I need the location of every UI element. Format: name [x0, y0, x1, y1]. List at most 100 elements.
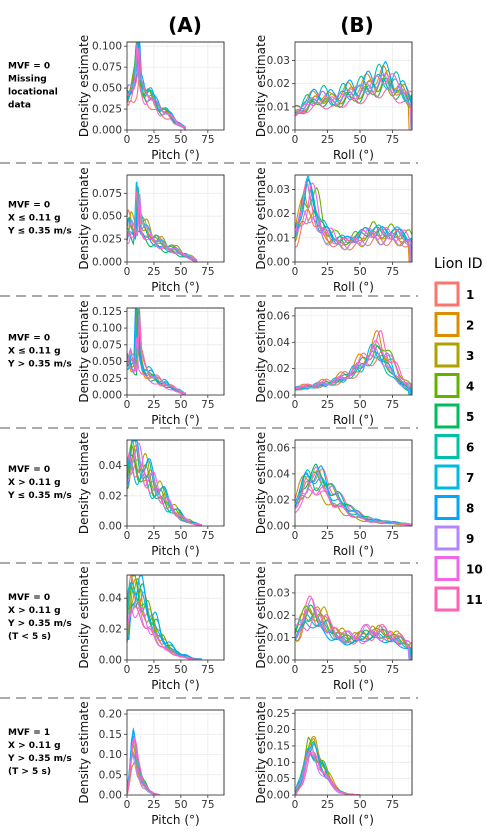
- row-label-line: X > 0.11 g: [8, 741, 61, 751]
- panel-border: [294, 439, 413, 527]
- y-tick-label: 0.01: [267, 232, 290, 244]
- y-tick-label: 0.050: [92, 356, 122, 368]
- x-tick-label: 50: [174, 664, 187, 676]
- y-axis-title: Density estimate: [77, 35, 91, 137]
- x-tick-label: 25: [321, 799, 334, 811]
- y-tick-label: 0.075: [92, 62, 122, 74]
- x-tick-label: 0: [292, 266, 299, 278]
- x-axis-title: Pitch (°): [151, 544, 199, 558]
- panel-a1: 0 25 50 75 0.000 0.025 0.050 0.075 0.100 Pitch (°…: [77, 35, 225, 162]
- x-tick-label: 50: [353, 399, 366, 411]
- legend-label: 9: [466, 532, 474, 546]
- legend-key-lion-7: [434, 464, 460, 490]
- density-curve-lion-4: [294, 187, 413, 246]
- row-label-line: X > 0.11 g: [8, 478, 61, 488]
- y-tick-label: 0.100: [92, 41, 122, 53]
- panel-border: [294, 41, 413, 131]
- x-tick-label: 25: [147, 530, 160, 542]
- x-tick-label: 0: [124, 134, 131, 146]
- y-axis-title: Density estimate: [254, 300, 268, 402]
- y-tick-label: 0.06: [267, 442, 291, 454]
- x-tick-label: 75: [386, 530, 399, 542]
- x-tick-label: 75: [201, 530, 214, 542]
- panel-border: [294, 709, 413, 796]
- x-tick-label: 75: [386, 399, 399, 411]
- density-curve-lion-8: [294, 465, 413, 525]
- x-tick-label: 50: [174, 134, 187, 146]
- y-tick-label: 0.02: [267, 208, 290, 220]
- x-tick-label: 50: [174, 799, 187, 811]
- panel-a2: 0 25 50 75 0.000 0.025 0.050 0.075 Pitch (°) Dens…: [77, 167, 225, 294]
- y-tick-label: 0.15: [99, 729, 122, 741]
- y-tick-label: 0.050: [92, 83, 122, 95]
- y-tick-label: 0.04: [267, 468, 291, 480]
- row-label-line: Y > 0.35 m/s: [7, 360, 72, 370]
- x-tick-label: 0: [124, 266, 131, 278]
- y-tick-label: 0.05: [267, 773, 290, 785]
- density-curve-lion-10: [126, 337, 186, 396]
- density-curve-lion-11: [126, 606, 202, 661]
- legend-label: 11: [466, 593, 483, 607]
- row-label-line: MVF = 0: [8, 593, 50, 603]
- y-tick-label: 0.02: [99, 624, 122, 636]
- x-tick-label: 0: [292, 134, 299, 146]
- row-label-line: (T > 5 s): [8, 767, 51, 777]
- y-tick-label: 0.00: [99, 521, 122, 533]
- density-curve-lion-11: [294, 181, 412, 263]
- row-label-line: Missing: [8, 75, 47, 85]
- y-axis-title: Density estimate: [77, 300, 91, 402]
- row-label-line: MVF = 1: [8, 728, 50, 738]
- row-label-line: data: [8, 101, 31, 111]
- density-curve-lion-11: [294, 330, 413, 390]
- y-tick-label: 0.03: [267, 55, 290, 67]
- x-tick-label: 75: [386, 799, 399, 811]
- x-tick-label: 25: [321, 134, 334, 146]
- row-label-line: MVF = 0: [8, 465, 50, 475]
- y-axis-title: Density estimate: [254, 35, 268, 137]
- row-label-line: MVF = 0: [8, 334, 50, 344]
- y-tick-label: 0.02: [99, 490, 122, 502]
- x-tick-label: 25: [321, 664, 334, 676]
- x-axis-title: Pitch (°): [151, 148, 199, 162]
- density-curve-lion-6: [126, 186, 198, 263]
- legend-label: 6: [466, 441, 474, 455]
- y-tick-label: 0.02: [267, 494, 290, 506]
- x-tick-label: 0: [292, 399, 299, 411]
- y-tick-label: 0.20: [267, 724, 290, 736]
- density-curve-lion-11: [126, 316, 187, 395]
- panel-border: [294, 574, 413, 661]
- panel-b1: 0 25 50 75 0.00 0.01 0.02 0.03 Roll (°) Density e…: [254, 35, 413, 162]
- x-tick-label: 0: [292, 799, 299, 811]
- y-tick-label: 0.00: [267, 257, 290, 269]
- x-axis-title: Pitch (°): [151, 280, 199, 294]
- y-tick-label: 0.00: [99, 655, 122, 667]
- density-curve-lion-10: [126, 607, 203, 661]
- x-tick-label: 50: [353, 266, 366, 278]
- density-curve-lion-11: [126, 190, 198, 263]
- x-tick-label: 25: [147, 399, 160, 411]
- y-axis-title: Density estimate: [77, 701, 91, 803]
- density-curve-lion-11: [295, 751, 360, 796]
- x-tick-label: 50: [174, 399, 187, 411]
- legend: Lion ID 1 2 3 4 5 6 7 8 9 10 11: [434, 256, 483, 612]
- x-tick-label: 50: [353, 799, 366, 811]
- x-tick-label: 25: [147, 799, 160, 811]
- y-tick-label: 0.00: [99, 790, 122, 802]
- x-axis-title: Roll (°): [333, 413, 374, 427]
- x-axis-title: Pitch (°): [151, 413, 199, 427]
- y-tick-label: 0.075: [92, 188, 122, 200]
- panel-border: [126, 174, 225, 263]
- legend-key-lion-5: [434, 403, 460, 429]
- legend-key-lion-2: [434, 312, 460, 337]
- density-curve-lion-8: [294, 60, 413, 131]
- density-curve-lion-10: [294, 73, 413, 115]
- panel-border: [294, 174, 413, 263]
- legend-label: 7: [466, 471, 474, 485]
- panel-border: [126, 574, 225, 661]
- y-axis-title: Density estimate: [254, 167, 268, 269]
- x-axis-title: Pitch (°): [151, 813, 199, 827]
- legend-key-lion-3: [434, 342, 460, 368]
- y-axis-title: Density estimate: [77, 432, 91, 534]
- y-tick-label: 0.04: [267, 337, 291, 349]
- density-curve-lion-10: [294, 608, 413, 646]
